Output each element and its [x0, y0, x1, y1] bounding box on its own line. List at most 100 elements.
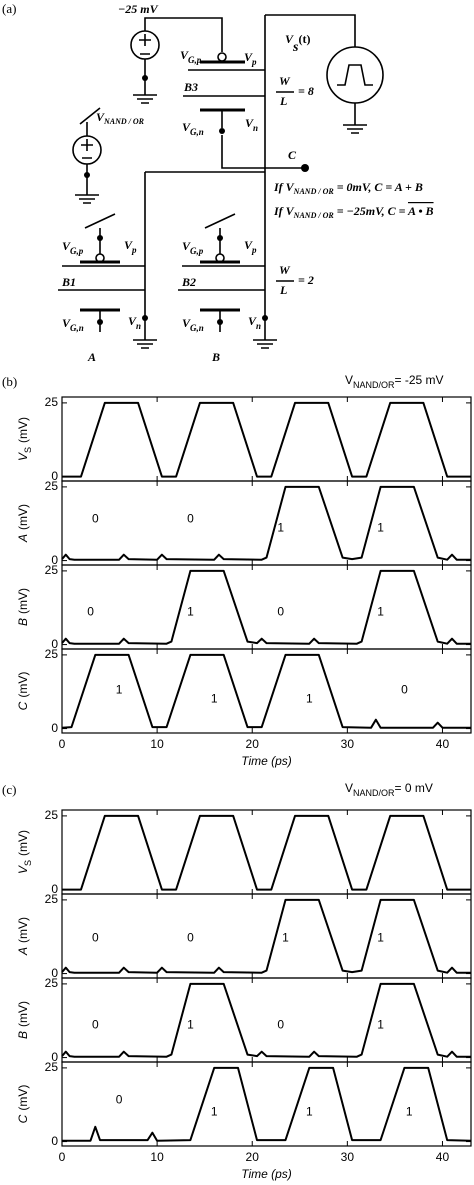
logic-annotation: 1: [377, 604, 384, 618]
wire: [221, 110, 305, 169]
signal-line: [62, 1066, 472, 1142]
y-axis-label-sub: S: [23, 860, 33, 866]
plot-frame: [61, 977, 472, 1063]
circuit-label-part: V: [128, 314, 137, 328]
circuit-label: Vn: [128, 314, 141, 331]
circuit-label: If VNAND / OR = 0mV, C = A + B: [273, 180, 423, 197]
plot-frame: [61, 809, 472, 895]
circuit-label-part: V: [62, 239, 71, 253]
gate-bubble: [217, 52, 227, 62]
logic-annotation: 0: [92, 1017, 99, 1031]
circuit-label: If VNAND / OR = −25mV, C = A • B: [273, 204, 434, 221]
y-tick-label: 0: [51, 637, 58, 651]
circuit-label-part: V: [62, 316, 71, 330]
logic-annotation: 0: [116, 1092, 123, 1106]
circuit-label-part: G,n: [190, 323, 204, 333]
y-axis-label-symbol: C: [16, 701, 30, 710]
logic-annotation: 0: [277, 604, 284, 618]
circuit-label-part: V: [244, 50, 253, 64]
circuit-label-part: NAND / OR: [103, 117, 145, 126]
signal-line: [62, 401, 471, 478]
circuit-label-part: G,p: [70, 246, 84, 256]
x-tick-label: 40: [436, 1150, 450, 1164]
y-axis-label: B (mV): [16, 1001, 30, 1039]
circuit-label-part: V: [245, 116, 254, 130]
signal-line: [62, 814, 471, 891]
y-tick-label: 25: [45, 808, 59, 822]
y-axis-label-unit: (mV): [16, 1085, 30, 1111]
circuit-label-part: G,n: [190, 127, 204, 137]
y-axis-label-unit: (mV): [16, 672, 30, 698]
y-axis-label-symbol: V: [16, 865, 30, 874]
circuit-label: Vs(t): [285, 32, 310, 55]
circuit-label: Vn: [248, 314, 261, 331]
y-axis-label-unit: (mV): [16, 1001, 30, 1027]
panel-condition: VNAND/OR= 0 mV: [345, 781, 433, 798]
x-tick-label: 30: [341, 737, 355, 751]
pulse-source: [326, 46, 384, 104]
logic-annotation: 0: [92, 511, 99, 525]
junction: [97, 319, 103, 325]
circuit-label-part: p: [251, 245, 257, 255]
circuit-label: C: [288, 148, 297, 162]
circuit-label-part: V: [182, 239, 191, 253]
circuit-label: A: [87, 350, 96, 364]
junction: [217, 319, 223, 325]
y-tick-label: 25: [45, 395, 59, 409]
y-axis-label-symbol: A: [16, 947, 30, 956]
circuit-label: VG,p: [182, 239, 204, 256]
y-axis-label-symbol: V: [16, 452, 30, 461]
circuit-label-part: G,n: [70, 323, 84, 333]
wire: [183, 69, 265, 97]
circuit-label-part: If V: [273, 180, 295, 194]
pulse-icon: [337, 64, 373, 86]
circuit-label-part: V: [248, 314, 257, 328]
y-axis-label-unit: (mV): [16, 504, 30, 530]
y-axis-label: C (mV): [16, 672, 30, 711]
junction: [219, 128, 225, 134]
x-tick-label: 0: [59, 1150, 66, 1164]
circuit-label-part: V: [96, 110, 105, 124]
panel-condition-part: V: [345, 781, 353, 795]
circuit-label-part: = 0mV, C = A + B: [334, 180, 423, 194]
x-tick-label: 10: [150, 1150, 164, 1164]
circuit-label-part: s: [292, 40, 299, 55]
node: [301, 164, 309, 172]
circuit-label: L: [279, 94, 287, 108]
y-tick-label: 25: [45, 647, 59, 661]
circuit-label-part: p: [131, 245, 137, 255]
circuit-label-part: G,p: [188, 55, 202, 65]
y-axis-label: C (mV): [16, 1085, 30, 1124]
y-axis-label-symbol: B: [16, 1031, 30, 1039]
logic-annotation: 1: [187, 1017, 194, 1031]
circuit-label-part: V: [124, 238, 133, 252]
logic-annotation: 0: [87, 604, 94, 618]
y-axis-label: A (mV): [16, 504, 30, 543]
x-tick-label: 40: [436, 737, 450, 751]
circuit-label-part: p: [251, 57, 257, 67]
fraction-bar: [276, 91, 294, 282]
panel-condition-part: NAND/OR: [353, 380, 395, 390]
circuit-label: = 8: [298, 84, 314, 98]
logic-annotation: 1: [116, 682, 123, 696]
junction: [262, 315, 268, 321]
plot-frame: [61, 648, 472, 734]
circuit-label: VG,n: [62, 316, 84, 333]
y-tick-label: 0: [51, 469, 58, 483]
x-tick-label: 20: [246, 1150, 260, 1164]
circuit-label: W: [279, 263, 291, 277]
circuit-label: VG,p: [62, 239, 84, 256]
circuit-label-part: V: [244, 238, 253, 252]
y-tick-label: 25: [45, 479, 59, 493]
panel-condition-part: V: [345, 373, 353, 387]
logic-annotation: 1: [211, 691, 218, 705]
circuit-label-part: A • B: [407, 204, 434, 218]
y-axis-label: VS (mV): [16, 830, 33, 874]
circuit-label: VNAND / OR: [96, 110, 145, 127]
circuit-label-part: V: [182, 316, 191, 330]
circuit-label-part: n: [136, 321, 141, 331]
logic-annotation: 0: [277, 1017, 284, 1031]
circuit-label: B3: [183, 80, 198, 94]
circuit-label: Vp: [244, 50, 257, 67]
